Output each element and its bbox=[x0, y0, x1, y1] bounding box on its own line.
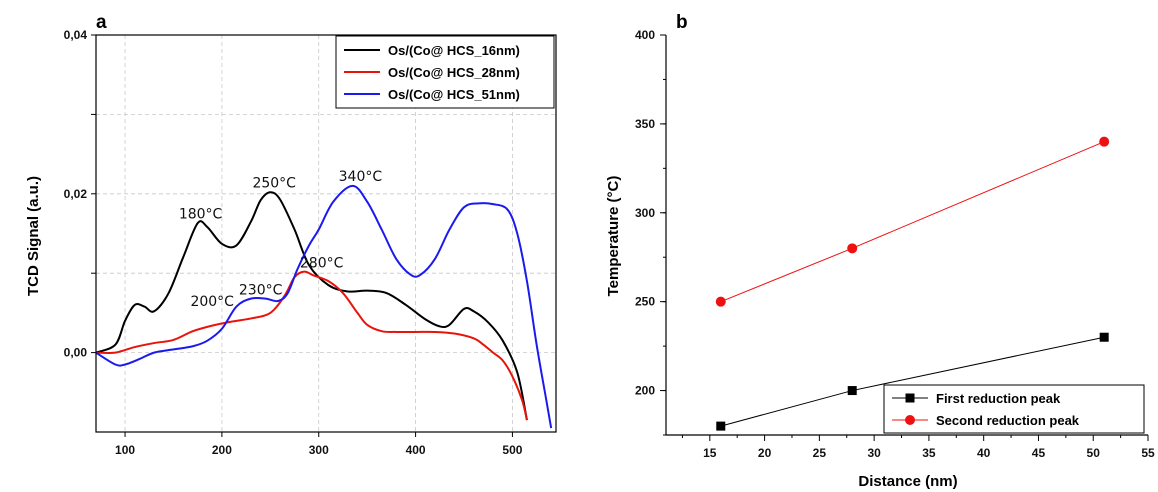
panel-b-legend-box bbox=[883, 384, 1145, 434]
panel-a-annotations: 180°C 250°C 340°C 280°C 230°C 200°C bbox=[179, 169, 383, 310]
panel-b-legend-marker-circle bbox=[905, 415, 915, 425]
panel-b-series bbox=[715, 136, 1110, 431]
panel-a-peak-label: 280°C bbox=[300, 256, 344, 272]
panel-a-x-tick-label: 200 bbox=[212, 443, 232, 457]
panel-a-series-line-3 bbox=[95, 184, 553, 429]
panel-b-y-tick-label: 200 bbox=[635, 384, 655, 398]
panel-a-x-tick-label: 500 bbox=[502, 443, 522, 457]
panel-b-y-tick-label: 350 bbox=[635, 117, 655, 131]
panel-b-legend-label-1: First reduction peak bbox=[936, 391, 1061, 406]
panel-b-y-tick-label: 250 bbox=[635, 295, 655, 309]
panel-a-x-tick-label: 300 bbox=[309, 443, 329, 457]
panel-a-legend: Os/(Co@ HCS_16nm) Os/(Co@ HCS_28nm) Os/(Co… bbox=[335, 35, 555, 109]
panel-b-point-square bbox=[1099, 332, 1109, 342]
panel-b-y-tick-label: 400 bbox=[635, 28, 655, 42]
panel-b-x-tick-label: 30 bbox=[867, 446, 881, 460]
panel-a-axes: 100 200 300 400 500 0,00 0,02 0,04 bbox=[64, 28, 557, 457]
panel-b: b 15 20 25 30 35 40 45 50 55 200 250 300 350 400 Dist… bbox=[605, 12, 1155, 490]
panel-b-y-tick-label: 300 bbox=[635, 206, 655, 220]
panel-a-peak-label: 200°C bbox=[190, 294, 234, 310]
panel-a-y-tick-label: 0,02 bbox=[64, 187, 88, 201]
panel-a-y-tick-label: 0,00 bbox=[64, 346, 88, 360]
panel-b-letter: b bbox=[676, 12, 688, 33]
panel-a-peak-label: 250°C bbox=[252, 175, 296, 191]
panel-b-x-tick-label: 15 bbox=[703, 446, 717, 460]
panel-b-x-axis-title: Distance (nm) bbox=[858, 473, 957, 490]
panel-a-peak-label: 340°C bbox=[339, 169, 383, 185]
panel-a-peak-label: 180°C bbox=[179, 206, 223, 222]
panel-b-x-tick-label: 40 bbox=[977, 446, 991, 460]
panel-a: a 100 200 300 400 500 0,00 0,02 0,04 180°C 250°C… bbox=[25, 12, 557, 457]
panel-b-x-tick-label: 35 bbox=[922, 446, 936, 460]
panel-b-series-line-2 bbox=[720, 141, 1105, 303]
panel-b-point-square bbox=[716, 421, 726, 431]
panel-b-point-square bbox=[847, 386, 857, 396]
panel-a-letter: a bbox=[96, 12, 107, 33]
panel-a-legend-label-2: Os/(Co@ HCS_28nm) bbox=[388, 65, 520, 80]
panel-a-legend-label-3: Os/(Co@ HCS_51nm) bbox=[388, 87, 520, 102]
panel-a-plot-frame bbox=[95, 34, 557, 433]
panel-a-x-tick-label: 400 bbox=[406, 443, 426, 457]
panel-b-x-tick-label: 50 bbox=[1087, 446, 1101, 460]
panel-b-x-tick-label: 55 bbox=[1141, 446, 1155, 460]
panel-a-x-tick-label: 100 bbox=[115, 443, 135, 457]
panel-b-legend-marker-square bbox=[905, 393, 915, 403]
panel-b-legend: First reduction peak Second reduction pea… bbox=[883, 384, 1145, 434]
panel-a-y-tick-label: 0,04 bbox=[64, 28, 88, 42]
panel-b-point-circle bbox=[715, 296, 726, 307]
panel-a-series-line-2 bbox=[95, 270, 528, 421]
panel-a-y-axis-title: TCD Signal (a.u.) bbox=[25, 176, 42, 296]
panel-a-peak-label: 230°C bbox=[239, 283, 283, 299]
panel-a-series bbox=[95, 184, 553, 429]
panel-a-legend-label-1: Os/(Co@ HCS_16nm) bbox=[388, 43, 520, 58]
panel-a-series-line-1 bbox=[95, 191, 528, 421]
panel-b-axes: 15 20 25 30 35 40 45 50 55 200 250 300 350 400 bbox=[635, 28, 1155, 460]
panel-b-y-axis-title: Temperature (°C) bbox=[605, 176, 622, 297]
panel-b-point-circle bbox=[1099, 136, 1110, 147]
panel-b-legend-label-2: Second reduction peak bbox=[936, 413, 1080, 428]
panel-b-x-tick-label: 45 bbox=[1032, 446, 1046, 460]
panel-b-point-circle bbox=[847, 243, 858, 254]
panel-b-x-tick-label: 25 bbox=[813, 446, 827, 460]
panel-b-x-tick-label: 20 bbox=[758, 446, 772, 460]
